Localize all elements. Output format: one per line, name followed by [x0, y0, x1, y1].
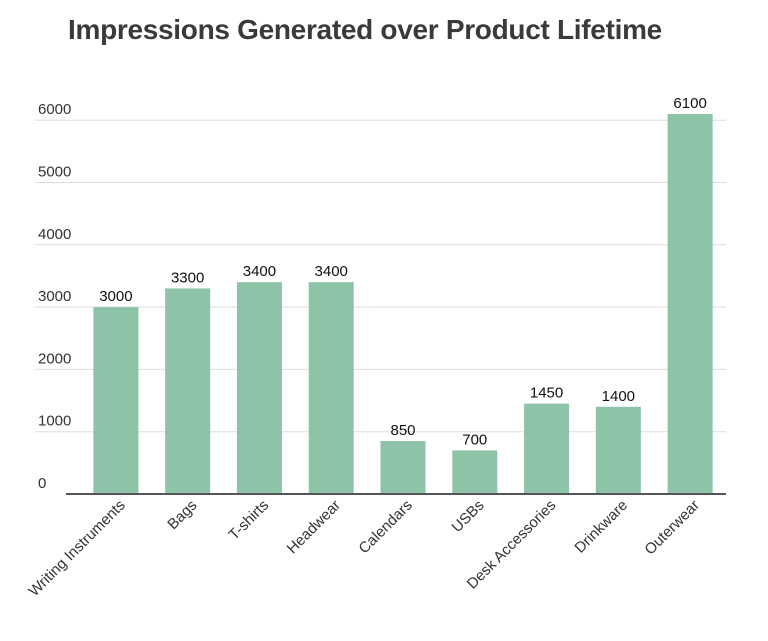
category-label-calendars: Calendars [355, 497, 415, 557]
category-label-outerwear: Outerwear [641, 497, 703, 559]
bar-t-shirts [236, 282, 282, 494]
data-label-outerwear: 6100 [673, 95, 706, 112]
bar-writing-instruments [93, 307, 139, 494]
category-label-writing-instruments: Writing Instruments [26, 497, 129, 600]
x-axis-categories: Writing Instruments Bags T-shirts Headwear C… [26, 497, 703, 600]
bar-bags [165, 288, 211, 494]
y-tick-label-4000: 4000 [38, 226, 71, 243]
bar-desk-accessories [524, 403, 570, 494]
data-label-bags: 3300 [171, 269, 204, 286]
data-label-calendars: 850 [390, 422, 415, 439]
data-labels: 3000 3300 3400 3400 850 700 1450 1400 6100 [99, 95, 707, 448]
category-label-t-shirts: T-shirts [225, 497, 272, 544]
bars [93, 113, 713, 494]
y-tick-label-3000: 3000 [38, 288, 71, 305]
chart-title: Impressions Generated over Product Lifet… [68, 14, 662, 45]
data-label-desk-accessories: 1450 [530, 385, 563, 402]
category-label-drinkware: Drinkware [571, 497, 631, 557]
category-label-headwear: Headwear [284, 497, 344, 557]
y-tick-label-1000: 1000 [38, 413, 71, 430]
bar-outerwear [667, 113, 713, 494]
data-label-headwear: 3400 [315, 263, 348, 280]
bar-usbs [452, 450, 498, 494]
data-label-usbs: 700 [462, 431, 487, 448]
y-tick-label-6000: 6000 [38, 101, 71, 118]
category-label-usbs: USBs [448, 497, 487, 536]
data-label-drinkware: 1400 [602, 388, 635, 405]
category-label-bags: Bags [164, 497, 200, 533]
y-tick-label-0: 0 [38, 475, 46, 492]
y-tick-label-2000: 2000 [38, 350, 71, 367]
data-label-t-shirts: 3400 [243, 263, 276, 280]
bar-headwear [308, 282, 354, 494]
y-axis-ticks: 0 1000 2000 3000 4000 5000 6000 [38, 101, 71, 492]
y-tick-label-5000: 5000 [38, 164, 71, 181]
data-label-writing-instruments: 3000 [99, 288, 132, 305]
bar-calendars [380, 441, 426, 494]
bar-drinkware [595, 406, 641, 494]
gridlines [35, 119, 726, 433]
